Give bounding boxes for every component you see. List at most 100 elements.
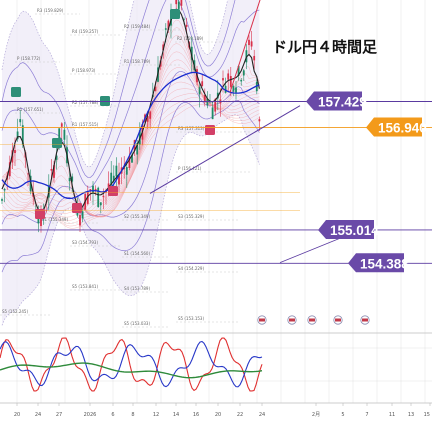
candle-body bbox=[94, 188, 97, 191]
candle-body bbox=[102, 195, 105, 198]
candle-body bbox=[115, 165, 118, 177]
x-tick-label: 2026 bbox=[84, 412, 97, 418]
band-line bbox=[1, 0, 236, 178]
candle-body bbox=[253, 55, 256, 61]
x-tick-label: 7 bbox=[365, 412, 368, 418]
pivot-label: S5 (153.153) bbox=[178, 316, 204, 321]
pivot-label: R4 (159.257) bbox=[72, 29, 99, 34]
candle-body bbox=[185, 24, 188, 27]
candle-body bbox=[131, 154, 133, 163]
candle-body bbox=[258, 119, 261, 122]
event-flag-stripe bbox=[289, 318, 295, 322]
pivot-label: S2 (155.349) bbox=[124, 214, 150, 219]
candle-body bbox=[206, 98, 209, 106]
x-tick-label: 11 bbox=[389, 412, 395, 418]
candle-body bbox=[97, 187, 100, 208]
pivot-label: R2 (159.189) bbox=[177, 36, 204, 41]
x-tick-label: 22 bbox=[237, 412, 243, 418]
candle-body bbox=[183, 18, 185, 20]
chart-title: ドル円４時間足 bbox=[272, 38, 378, 56]
pivot-label: S1 (154.560) bbox=[124, 251, 150, 256]
x-tick-label: 14 bbox=[173, 412, 179, 418]
trendline-up bbox=[229, 0, 261, 93]
swing-high-marker bbox=[52, 138, 62, 148]
candle-body bbox=[118, 175, 120, 185]
x-tick-label: 12 bbox=[153, 412, 159, 418]
candle-body bbox=[99, 202, 102, 206]
event-icons bbox=[257, 315, 370, 325]
candle-body bbox=[16, 131, 19, 140]
x-tick-label: 20 bbox=[215, 412, 221, 418]
event-flag-stripe bbox=[335, 318, 341, 322]
candle-body bbox=[81, 211, 84, 219]
candle-body bbox=[214, 99, 217, 112]
pivot-label: R2 (157.788) bbox=[72, 100, 99, 105]
candle-body bbox=[19, 119, 22, 123]
ribbon-line bbox=[1, 43, 260, 214]
candle-body bbox=[79, 214, 81, 226]
candle-body bbox=[201, 81, 204, 87]
candle-body bbox=[14, 150, 16, 154]
candle-body bbox=[198, 87, 201, 95]
candle-body bbox=[164, 28, 167, 30]
ribbon-line bbox=[1, 88, 260, 218]
candle-body bbox=[8, 162, 11, 177]
swing-low-marker bbox=[108, 186, 118, 196]
pivot-label: R3 (159.829) bbox=[37, 8, 64, 13]
band-fill bbox=[2, 0, 260, 326]
candle-body bbox=[190, 46, 193, 60]
candle-body bbox=[50, 169, 53, 171]
pivot-label: R1 (158.709) bbox=[124, 59, 151, 64]
candle-body bbox=[27, 173, 29, 175]
candle-body bbox=[128, 155, 131, 168]
candle-body bbox=[232, 86, 235, 92]
price-tags: 157.429 156.940 155.014 154.388 bbox=[306, 91, 427, 273]
x-tick-label: 13 bbox=[408, 412, 414, 418]
osc-trend-line bbox=[0, 362, 263, 379]
price-tag-label: 157.429 bbox=[318, 95, 367, 110]
pivot-label: S3 (155.329) bbox=[178, 214, 204, 219]
swing-high-marker bbox=[100, 96, 110, 106]
candle-body bbox=[107, 183, 110, 188]
candle-body bbox=[240, 79, 243, 82]
candle-body bbox=[3, 188, 6, 191]
candle-body bbox=[237, 65, 240, 76]
candle-body bbox=[68, 178, 71, 182]
candle-body bbox=[211, 107, 214, 120]
price-tag-shape bbox=[366, 117, 422, 137]
price-tag-shape bbox=[318, 219, 374, 239]
sma-slow-line bbox=[1, 71, 260, 200]
candle-body bbox=[149, 111, 152, 119]
candle-body bbox=[227, 73, 230, 80]
price-tag-shape bbox=[306, 91, 362, 111]
band-line bbox=[1, 99, 260, 273]
moving-averages bbox=[1, 8, 260, 213]
x-tick-label: 24 bbox=[35, 412, 41, 418]
candle-body bbox=[58, 128, 61, 145]
sma-fast-line bbox=[1, 8, 260, 213]
candle-body bbox=[177, 1, 180, 9]
band-line bbox=[1, 0, 260, 188]
x-tick-label: 24 bbox=[259, 412, 265, 418]
pivot-label: S3 (154.793) bbox=[72, 240, 98, 245]
candle-body bbox=[63, 129, 66, 140]
x-tick-label: 2月 bbox=[312, 412, 320, 418]
swing-high-marker bbox=[11, 87, 21, 97]
candle-body bbox=[248, 39, 250, 46]
candle-body bbox=[250, 41, 253, 47]
candle-body bbox=[112, 175, 115, 181]
candle-body bbox=[224, 85, 227, 93]
pivot-label: P (156.421) bbox=[178, 166, 202, 171]
pivot-label: R1 (157.651) bbox=[17, 107, 44, 112]
x-tick-label: 27 bbox=[56, 412, 62, 418]
band-line bbox=[1, 0, 228, 168]
candle-body bbox=[55, 155, 58, 160]
candle-body bbox=[180, 0, 183, 6]
pivot-label: S5 (153.841) bbox=[72, 284, 98, 289]
trendline-support bbox=[149, 105, 301, 194]
x-tick-label: 15 bbox=[424, 412, 430, 418]
event-flag-stripe bbox=[362, 318, 368, 322]
candle-body bbox=[125, 167, 128, 175]
price-tag-label: 156.940 bbox=[378, 121, 427, 136]
